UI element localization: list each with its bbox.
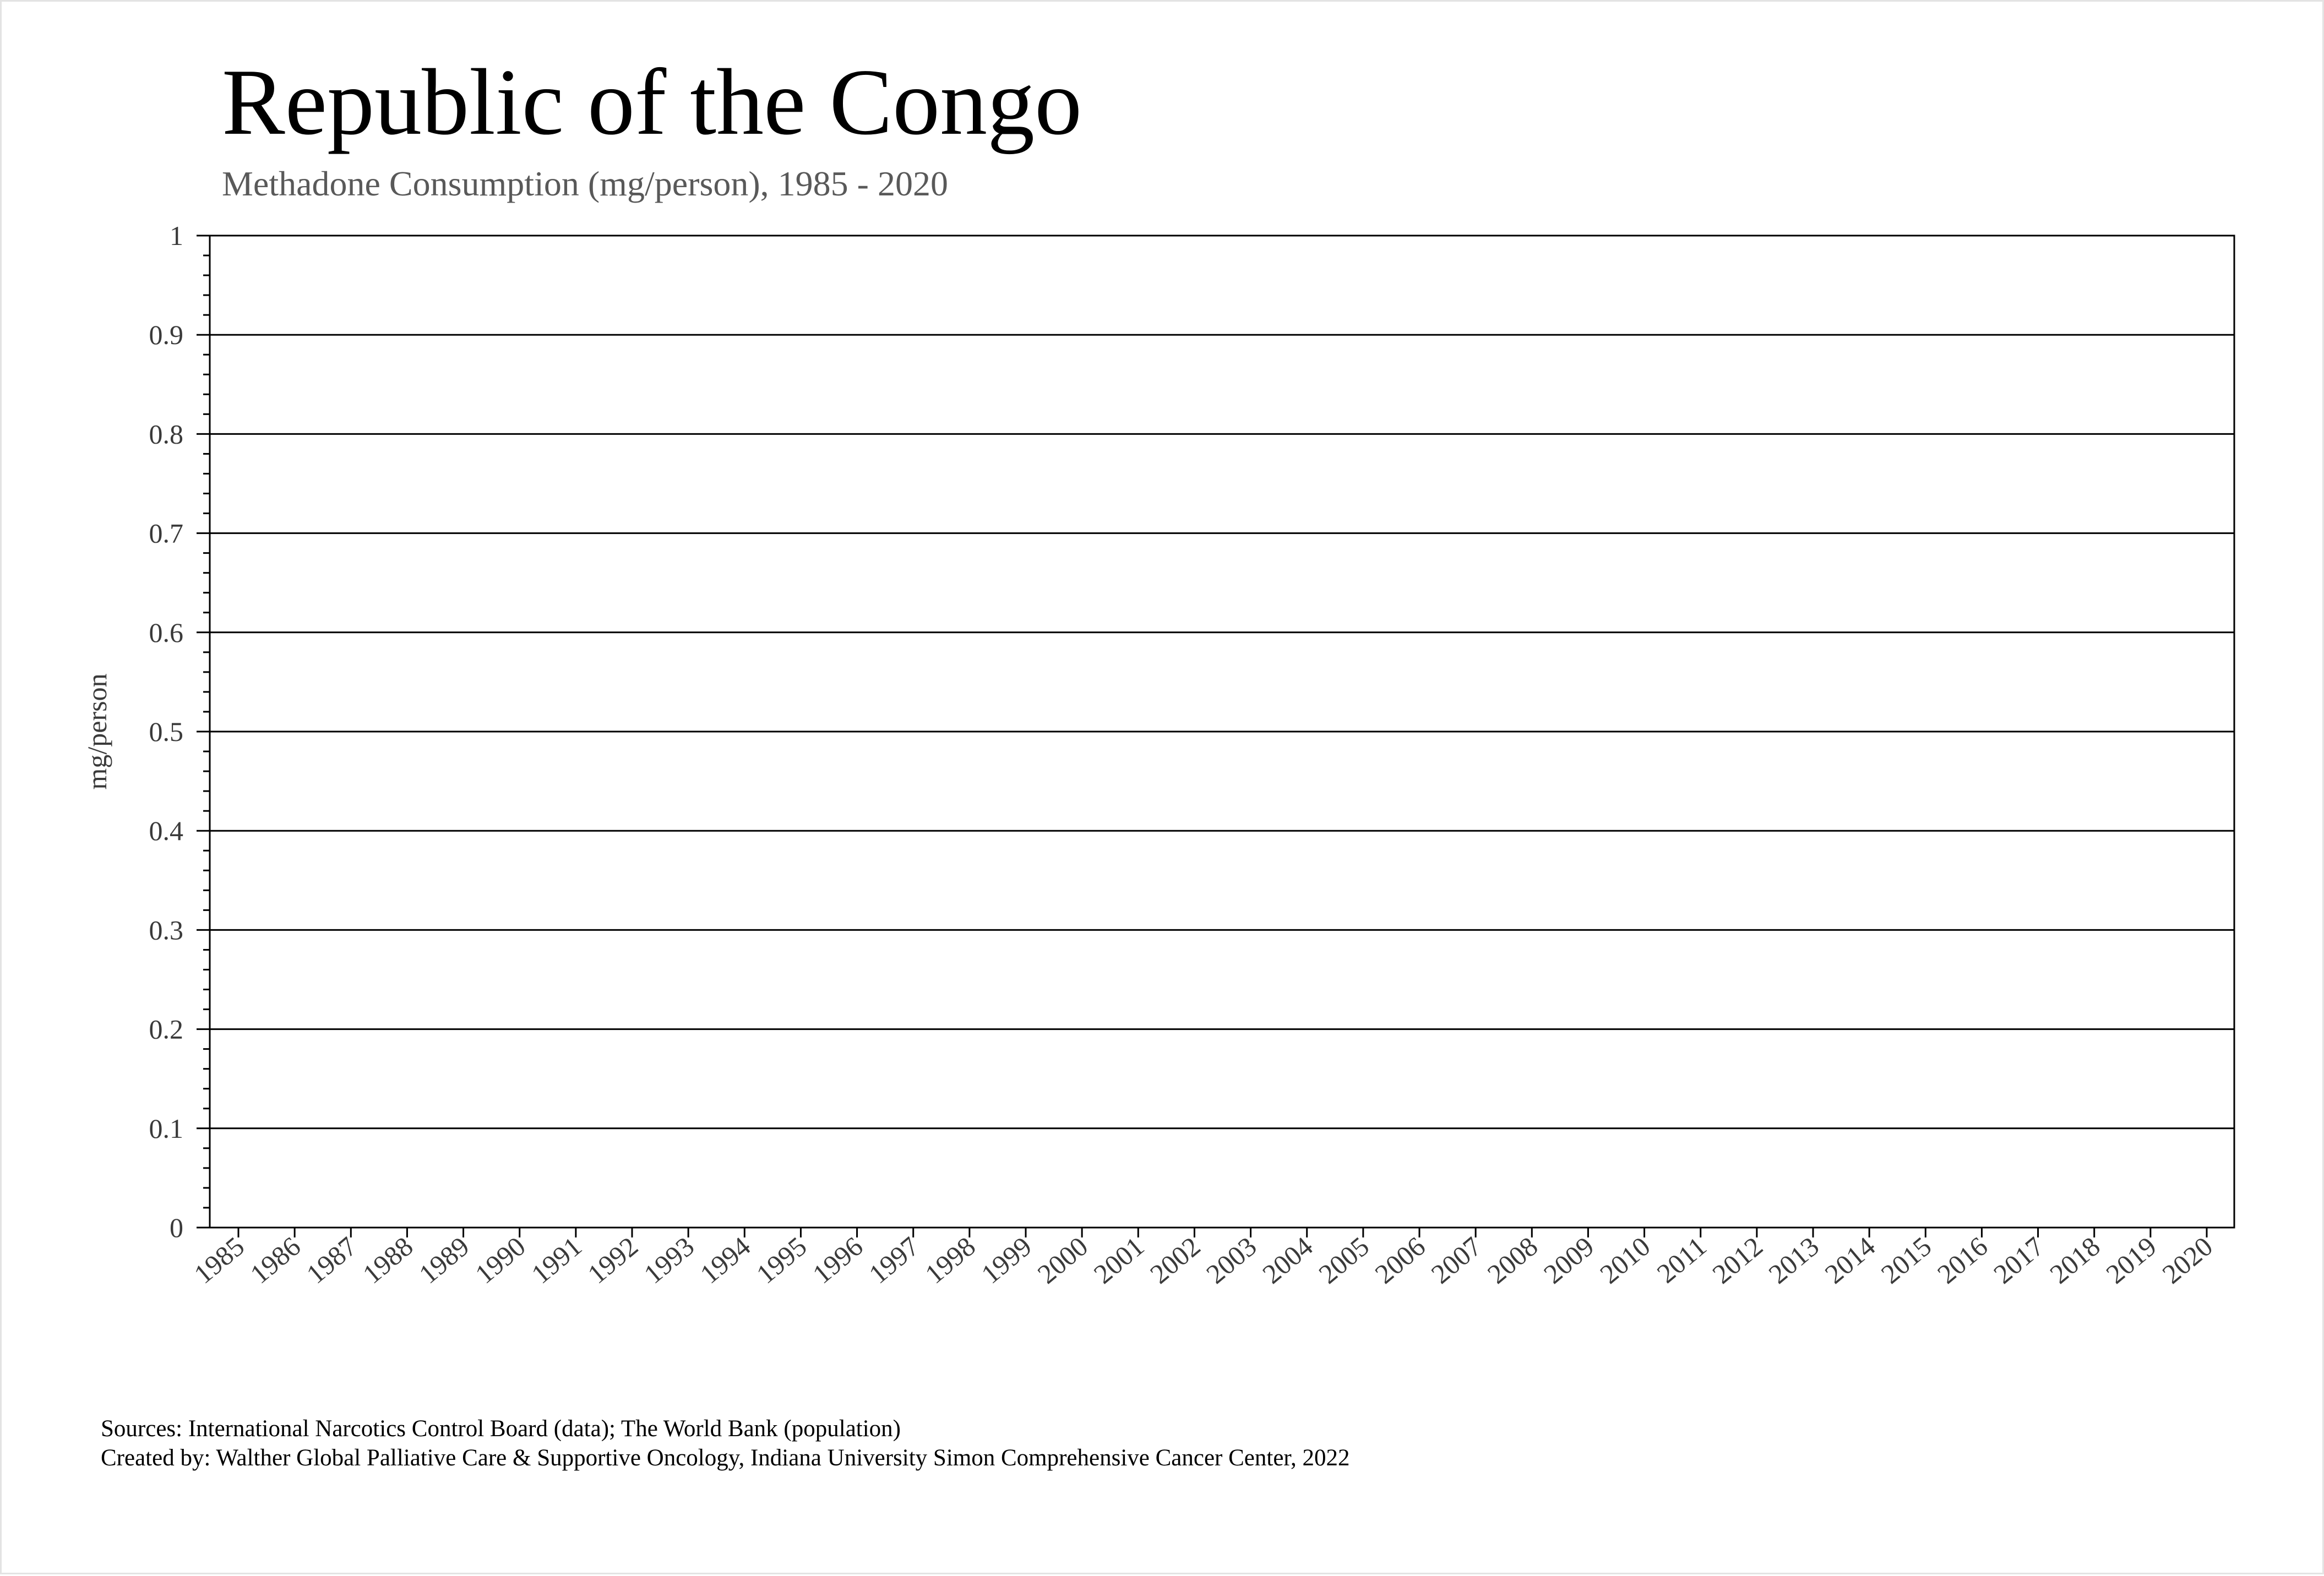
x-tick-label: 2018: [2044, 1231, 2106, 1290]
y-tick-label: 0.6: [149, 617, 184, 648]
x-tick-label: 1993: [638, 1231, 700, 1290]
x-tick-label: 2007: [1425, 1231, 1488, 1290]
x-tick-label: 2013: [1762, 1231, 1825, 1290]
x-tick-label: 1999: [975, 1231, 1037, 1290]
x-tick-label: 2012: [1706, 1231, 1768, 1290]
x-tick-label: 1987: [301, 1231, 363, 1290]
x-tick-label: 2019: [2100, 1231, 2162, 1290]
x-tick-label: 2001: [1088, 1231, 1150, 1290]
x-tick-label: 2016: [1931, 1231, 1994, 1290]
y-tick-label: 0.2: [149, 1014, 184, 1045]
y-tick-label: 0.9: [149, 319, 184, 350]
x-tick-label: 2014: [1819, 1231, 1881, 1290]
x-tick-label: 2010: [1594, 1231, 1656, 1290]
y-tick-label: 0.7: [149, 518, 184, 549]
x-tick-label: 2020: [2156, 1231, 2218, 1290]
x-tick-label: 1992: [581, 1231, 644, 1290]
x-tick-label: 1995: [750, 1231, 813, 1290]
y-minor-ticks: [197, 235, 210, 1229]
x-tick-label: 2015: [1875, 1231, 1937, 1290]
chart-title: Republic of the Congo: [222, 50, 1082, 155]
x-tick-label: 1986: [244, 1231, 307, 1290]
y-tick-label: 0.1: [149, 1113, 184, 1144]
x-tick-label: 1989: [413, 1231, 475, 1290]
chart-subtitle: Methadone Consumption (mg/person), 1985 …: [222, 164, 948, 203]
x-tick-labels: 1985198619871988198919901991199219931994…: [188, 1231, 2218, 1290]
x-tick-label: 1991: [525, 1231, 587, 1290]
y-tick-labels: 0 0.1 0.2 0.3 0.4 0.5 0.6 0.7 0.8 0.9 1: [149, 220, 184, 1243]
x-tick-label: 2005: [1313, 1231, 1375, 1290]
y-tick-label: 0.8: [149, 418, 184, 449]
x-tick-label: 2003: [1200, 1231, 1262, 1290]
x-tick-label: 2008: [1482, 1231, 1544, 1290]
plot-area-frame: [209, 235, 2235, 1229]
x-tick-label: 1990: [469, 1231, 531, 1290]
footer-created-by: Created by: Walther Global Palliative Ca…: [101, 1445, 1350, 1471]
x-tick-label: 2011: [1651, 1231, 1712, 1289]
x-tick-label: 1996: [807, 1231, 869, 1290]
footer-sources: Sources: International Narcotics Control…: [101, 1416, 901, 1442]
y-tick-label: 0: [170, 1212, 183, 1243]
x-tick-label: 2017: [1988, 1231, 2050, 1290]
x-tick-label: 1997: [863, 1231, 925, 1290]
y-tick-label: 0.4: [149, 815, 184, 846]
x-tick-label: 1988: [357, 1231, 419, 1290]
x-tick-label: 2002: [1144, 1231, 1206, 1290]
x-tick-label: 1994: [694, 1231, 756, 1290]
x-tick-label: 1998: [919, 1231, 981, 1290]
x-tick-label: 1985: [188, 1231, 250, 1290]
x-tick-label: 2006: [1369, 1231, 1431, 1290]
x-tick-label: 2000: [1032, 1231, 1094, 1290]
x-ticks: [237, 1228, 2208, 1237]
y-tick-label: 0.5: [149, 716, 184, 747]
y-tick-label: 0.3: [149, 914, 184, 945]
y-axis-label: mg/person: [81, 673, 112, 789]
y-tick-label: 1: [170, 220, 183, 251]
x-tick-label: 2009: [1538, 1231, 1600, 1290]
x-tick-label: 2004: [1256, 1231, 1319, 1290]
gridlines: [210, 334, 2234, 1130]
